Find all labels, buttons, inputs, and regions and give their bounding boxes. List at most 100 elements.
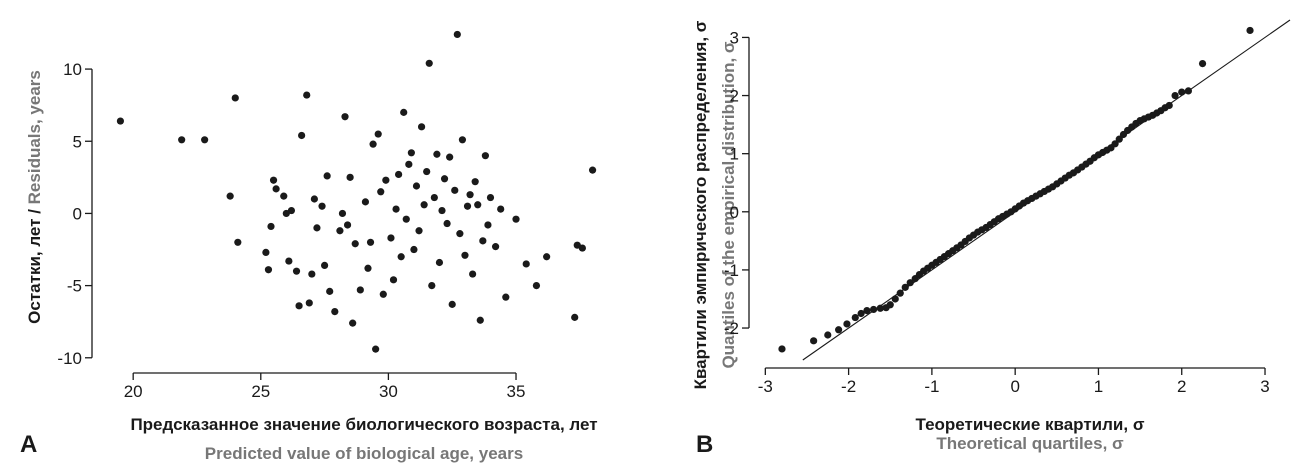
panel-b-y-axis-label-en: Quantiles of the empirical distribution,…: [719, 41, 738, 368]
panel-a-data-point: [369, 140, 377, 148]
panel-b-y-tick-label: 3: [730, 28, 739, 47]
panel-b-x-axis-label: Теоретические квартили, σ: [916, 415, 1145, 434]
panel-a-data-point: [201, 136, 209, 144]
panel-a-data-point: [420, 201, 428, 209]
panel-a-data-point: [298, 131, 306, 140]
panel-a-data-point: [392, 205, 400, 213]
panel-b-x-axis-label-en: Theoretical quartiles, σ: [936, 434, 1124, 453]
panel-b-x-tick-label: 1: [1094, 377, 1103, 396]
panel-a-data-point: [588, 166, 597, 174]
panel-a-data-point: [178, 136, 186, 144]
panel-a-data-point: [389, 276, 398, 284]
panel-a-data-point: [320, 261, 329, 269]
panel-b-data-point: [1115, 135, 1123, 143]
panel-a-data-point: [308, 270, 316, 278]
panel-a-data-point: [323, 172, 331, 180]
panel-b-data-point: [824, 331, 832, 339]
panel-b-data-point: [1111, 140, 1119, 148]
panel-b-data-point: [1171, 91, 1179, 100]
panel-a-data-point: [305, 299, 313, 307]
panel-a-data-point: [405, 160, 413, 168]
panel-a-data-point: [234, 238, 242, 246]
panel-a-data-point: [231, 94, 239, 102]
panel-a-data-point: [331, 307, 339, 316]
panel-a-data-point: [435, 258, 444, 267]
panel-b-data-point: [886, 301, 894, 309]
panel-b-data-point: [863, 306, 871, 315]
panel-a-data-point: [417, 123, 426, 131]
panel-a-data-point: [438, 206, 446, 215]
panel-b-data-point: [1178, 88, 1186, 96]
panel-b-x-tick-label: 3: [1260, 377, 1269, 396]
panel-a-data-point: [351, 240, 359, 248]
panel-a-y-tick-label: -5: [67, 277, 82, 296]
panel-a-data-point: [364, 264, 372, 272]
panel-a-x-tick-label: 20: [124, 382, 143, 401]
panel-a-x-axis-label-en: Predicted value of biological age, years: [205, 444, 523, 463]
panel-a-data-point: [287, 206, 296, 215]
panel-a-data-point: [285, 257, 293, 265]
panel-b-data-point: [778, 345, 786, 353]
panel-a-data-point: [448, 300, 456, 308]
panel-a-data-point: [481, 152, 489, 160]
panel-a-data-point: [366, 238, 375, 246]
panel-b-data-point: [1198, 59, 1207, 68]
panel-b-data-point: [810, 337, 818, 345]
panel-a-data-point: [522, 260, 530, 268]
panel-a-data-point: [387, 234, 395, 242]
panel-a-data-point: [476, 316, 484, 324]
panel-a-data-point: [372, 345, 380, 353]
panel-a-residuals-scatter: A Предсказанное значение биологического …: [20, 30, 598, 463]
panel-a-data-point: [410, 245, 418, 254]
panel-b-y-tick-label: 0: [730, 203, 739, 222]
panel-a-data-point: [310, 195, 318, 203]
panel-a-x-axis-label: Предсказанное значение биологического во…: [130, 415, 597, 434]
panel-b-data-point: [901, 283, 909, 291]
panel-a-data-point: [395, 170, 403, 179]
panel-b-data-point: [857, 309, 865, 318]
panel-b-data-point: [835, 326, 843, 334]
panel-b-y-tick-label: 1: [730, 145, 739, 164]
panel-b-x-tick-label: -3: [758, 377, 773, 396]
panel-a-data-point: [479, 237, 487, 245]
panel-a-data-point: [382, 176, 390, 184]
panel-a-data-point: [313, 224, 321, 232]
panel-a-data-point: [471, 178, 479, 186]
panel-a-data-point: [433, 150, 441, 158]
panel-a-data-point: [415, 227, 423, 235]
panel-a-data-point: [346, 173, 354, 181]
panel-a-data-point: [374, 130, 382, 138]
panel-a-data-point: [400, 108, 408, 116]
panel-a-data-point: [578, 244, 586, 252]
panel-a-x-tick-label: 25: [251, 382, 270, 401]
panel-a-data-point: [318, 202, 326, 210]
panel-b-data-point: [843, 320, 851, 328]
panel-a-data-point: [264, 266, 273, 274]
panel-a-data-point: [267, 222, 275, 231]
panel-b-data-point: [896, 289, 904, 297]
panel-a-data-point: [497, 205, 505, 213]
panel-a-letter: A: [20, 431, 37, 458]
panel-b-y-tick-label: -1: [724, 261, 739, 280]
panel-b-data-point: [869, 305, 878, 314]
panel-a-data-point: [361, 198, 370, 206]
panel-a-x-tick-label: 35: [507, 382, 526, 401]
panel-a-data-point: [461, 251, 469, 259]
panel-a-data-point: [262, 248, 270, 257]
panel-a-data-point: [338, 209, 347, 218]
panel-a-data-point: [343, 221, 352, 229]
panel-a-data-point: [423, 167, 431, 176]
panel-a-data-point: [443, 219, 451, 228]
panel-a-y-tick-label: 10: [63, 60, 82, 79]
panel-a-data-point: [425, 59, 433, 67]
panel-a-data-point: [326, 287, 334, 295]
panel-a-y-axis-label: Остатки, лет / Residuals, years: [25, 70, 44, 324]
panel-b-y-axis-label: Квартили эмпирического распределения, σ: [691, 20, 710, 389]
panel-a-data-point: [407, 149, 415, 157]
panel-b-y-tick-label: -2: [724, 319, 739, 338]
panel-a-data-point: [466, 191, 474, 199]
panel-b-x-tick-label: -1: [924, 377, 939, 396]
panel-a-data-point: [491, 243, 500, 251]
panel-a-data-point: [474, 201, 482, 209]
panel-a-y-tick-label: 0: [73, 204, 82, 223]
